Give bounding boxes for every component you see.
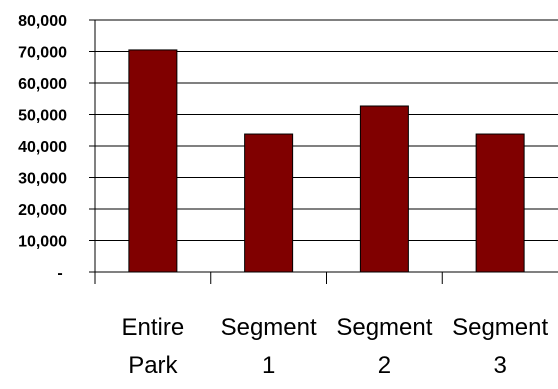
bars: [128, 49, 525, 273]
y-tick-label: 30,000: [18, 171, 67, 188]
bar: [244, 133, 294, 273]
x-category-label: 3: [493, 352, 506, 379]
x-category-label: Segment: [452, 314, 548, 341]
bar: [475, 133, 525, 273]
y-tick-labels: - 10,000 20,000 30,000 40,000 50,000 60,000 70,…: [18, 13, 67, 282]
y-tick-label: 70,000: [18, 45, 67, 62]
y-tick-label: 50,000: [18, 108, 67, 125]
x-category-label: 2: [378, 352, 391, 379]
y-tick-label: 40,000: [18, 139, 67, 156]
bar: [359, 105, 409, 273]
axes: [89, 19, 558, 284]
y-tick-label: 60,000: [18, 76, 67, 93]
x-category-label: 1: [262, 352, 275, 379]
x-category-label: Park: [128, 352, 178, 379]
y-tick-label: -: [57, 265, 62, 282]
x-category-label: Entire: [122, 314, 185, 341]
x-category-labels: Entire Park Segment 1 Segment 2 Segment 3: [122, 314, 549, 379]
y-tick-label: 80,000: [18, 13, 67, 30]
x-category-label: Segment: [336, 314, 432, 341]
y-tick-label: 10,000: [18, 234, 67, 251]
x-category-label: Segment: [221, 314, 317, 341]
y-tick-label: 20,000: [18, 202, 67, 219]
bar: [128, 49, 178, 273]
